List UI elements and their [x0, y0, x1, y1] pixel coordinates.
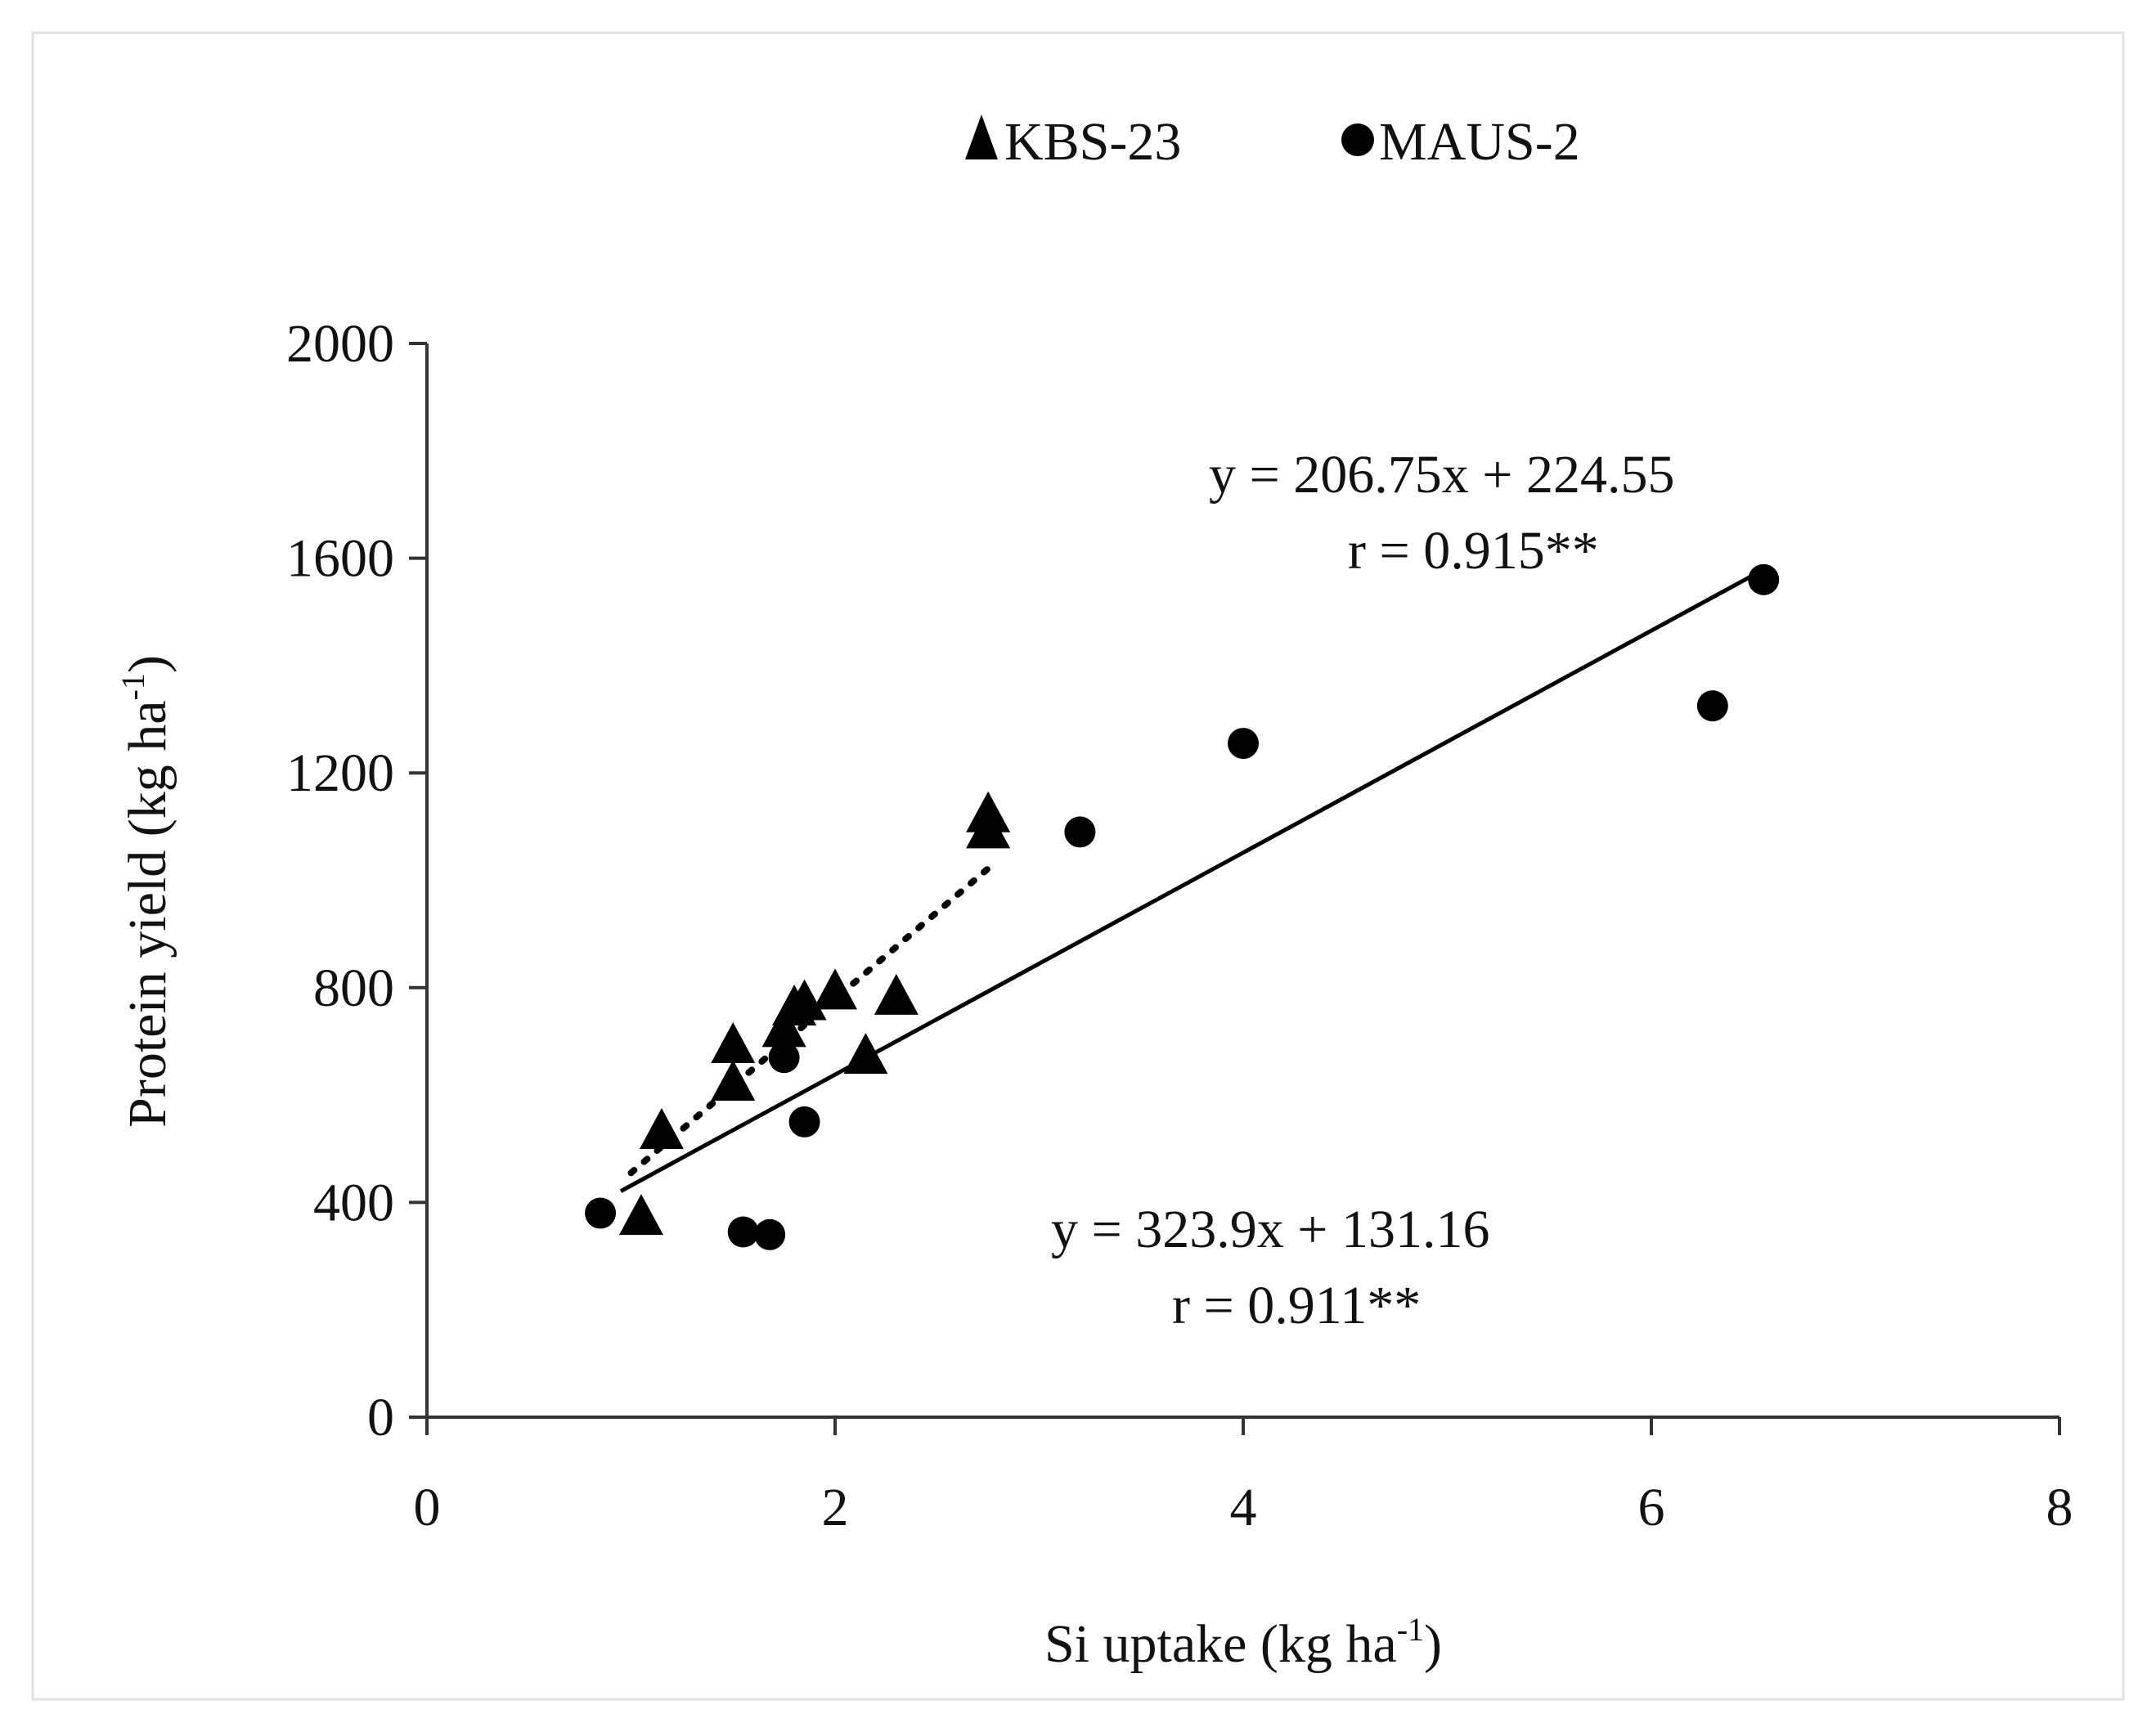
x-axis-title-end: ) — [1424, 1614, 1442, 1674]
legend-label-maus-2: MAUS-2 — [1379, 112, 1580, 172]
legend: KBS-23 MAUS-2 — [965, 112, 1580, 172]
point-kbs-23 — [639, 1108, 684, 1150]
x-tick-label: 8 — [2046, 1478, 2073, 1537]
x-tick-label: 0 — [414, 1478, 441, 1537]
legend-marker-maus-2 — [1341, 123, 1374, 156]
point-kbs-23 — [843, 1033, 888, 1075]
data-points — [585, 563, 1780, 1250]
y-tick-label: 1200 — [286, 743, 394, 803]
x-axis-title-sup: -1 — [1397, 1611, 1424, 1648]
point-kbs-23 — [966, 791, 1011, 832]
y-tick-label: 2000 — [286, 314, 394, 374]
y-axis-title-sup: -1 — [115, 673, 151, 700]
point-maus-2 — [727, 1216, 759, 1248]
legend-marker-kbs-23 — [965, 114, 998, 159]
point-maus-2 — [1748, 563, 1780, 595]
point-kbs-23 — [711, 1022, 756, 1064]
x-axis-title-text: Si uptake (kg ha — [1044, 1614, 1397, 1674]
x-tick-label: 4 — [1230, 1478, 1257, 1537]
y-axis-title-end: ) — [118, 655, 177, 673]
legend-label-kbs-23: KBS-23 — [1004, 112, 1181, 172]
point-maus-2 — [1696, 690, 1728, 722]
point-kbs-23 — [813, 968, 857, 1010]
annotation-r-kbs-23: r = 0.911** — [1172, 1276, 1421, 1335]
x-tick-label: 2 — [822, 1478, 849, 1537]
annotation-equation-kbs-23: y = 323.9x + 131.16 — [1051, 1200, 1489, 1259]
point-maus-2 — [754, 1218, 786, 1250]
point-maus-2 — [1228, 728, 1259, 760]
axis-ticks: 0 400 800 1200 1600 2000 0 2 4 6 8 — [286, 314, 2073, 1537]
y-tick-label: 1600 — [286, 529, 394, 589]
figure-border — [31, 31, 2125, 1701]
annotation-equation-maus-2: y = 206.75x + 224.55 — [1209, 445, 1674, 505]
point-kbs-23 — [761, 1006, 806, 1048]
point-maus-2 — [1064, 816, 1096, 848]
y-tick-label: 0 — [367, 1388, 394, 1447]
y-axis-title: Protein yield (kg ha-1) — [115, 655, 177, 1128]
point-maus-2 — [768, 1042, 800, 1074]
y-tick-label: 400 — [313, 1173, 394, 1232]
y-axis-title-text: Protein yield (kg ha — [118, 700, 177, 1127]
point-kbs-23 — [782, 979, 827, 1021]
x-axis-title: Si uptake (kg ha-1) — [1044, 1611, 1442, 1674]
point-maus-2 — [585, 1197, 617, 1229]
y-tick-label: 800 — [313, 958, 394, 1018]
point-maus-2 — [788, 1106, 820, 1137]
point-kbs-23 — [874, 973, 919, 1015]
x-tick-label: 6 — [1638, 1478, 1665, 1537]
trendline-maus-2 — [619, 573, 1754, 1193]
annotation-r-maus-2: r = 0.915** — [1348, 521, 1599, 581]
point-kbs-23 — [711, 1059, 756, 1101]
point-kbs-23 — [618, 1194, 663, 1236]
